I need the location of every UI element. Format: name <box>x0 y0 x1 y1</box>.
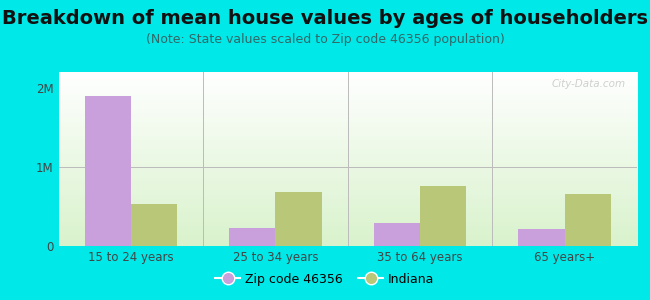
Bar <box>229 228 276 246</box>
Text: (Note: State values scaled to Zip code 46356 population): (Note: State values scaled to Zip code 4… <box>146 33 504 46</box>
Text: Breakdown of mean house values by ages of householders: Breakdown of mean house values by ages o… <box>2 9 648 28</box>
Bar <box>420 186 466 246</box>
Bar <box>276 192 322 246</box>
Bar <box>565 194 611 246</box>
Bar <box>374 223 420 246</box>
Bar <box>84 96 131 246</box>
Legend: Zip code 46356, Indiana: Zip code 46356, Indiana <box>211 268 439 291</box>
Bar <box>519 230 565 246</box>
Text: City-Data.com: City-Data.com <box>551 79 625 89</box>
Bar <box>131 204 177 246</box>
